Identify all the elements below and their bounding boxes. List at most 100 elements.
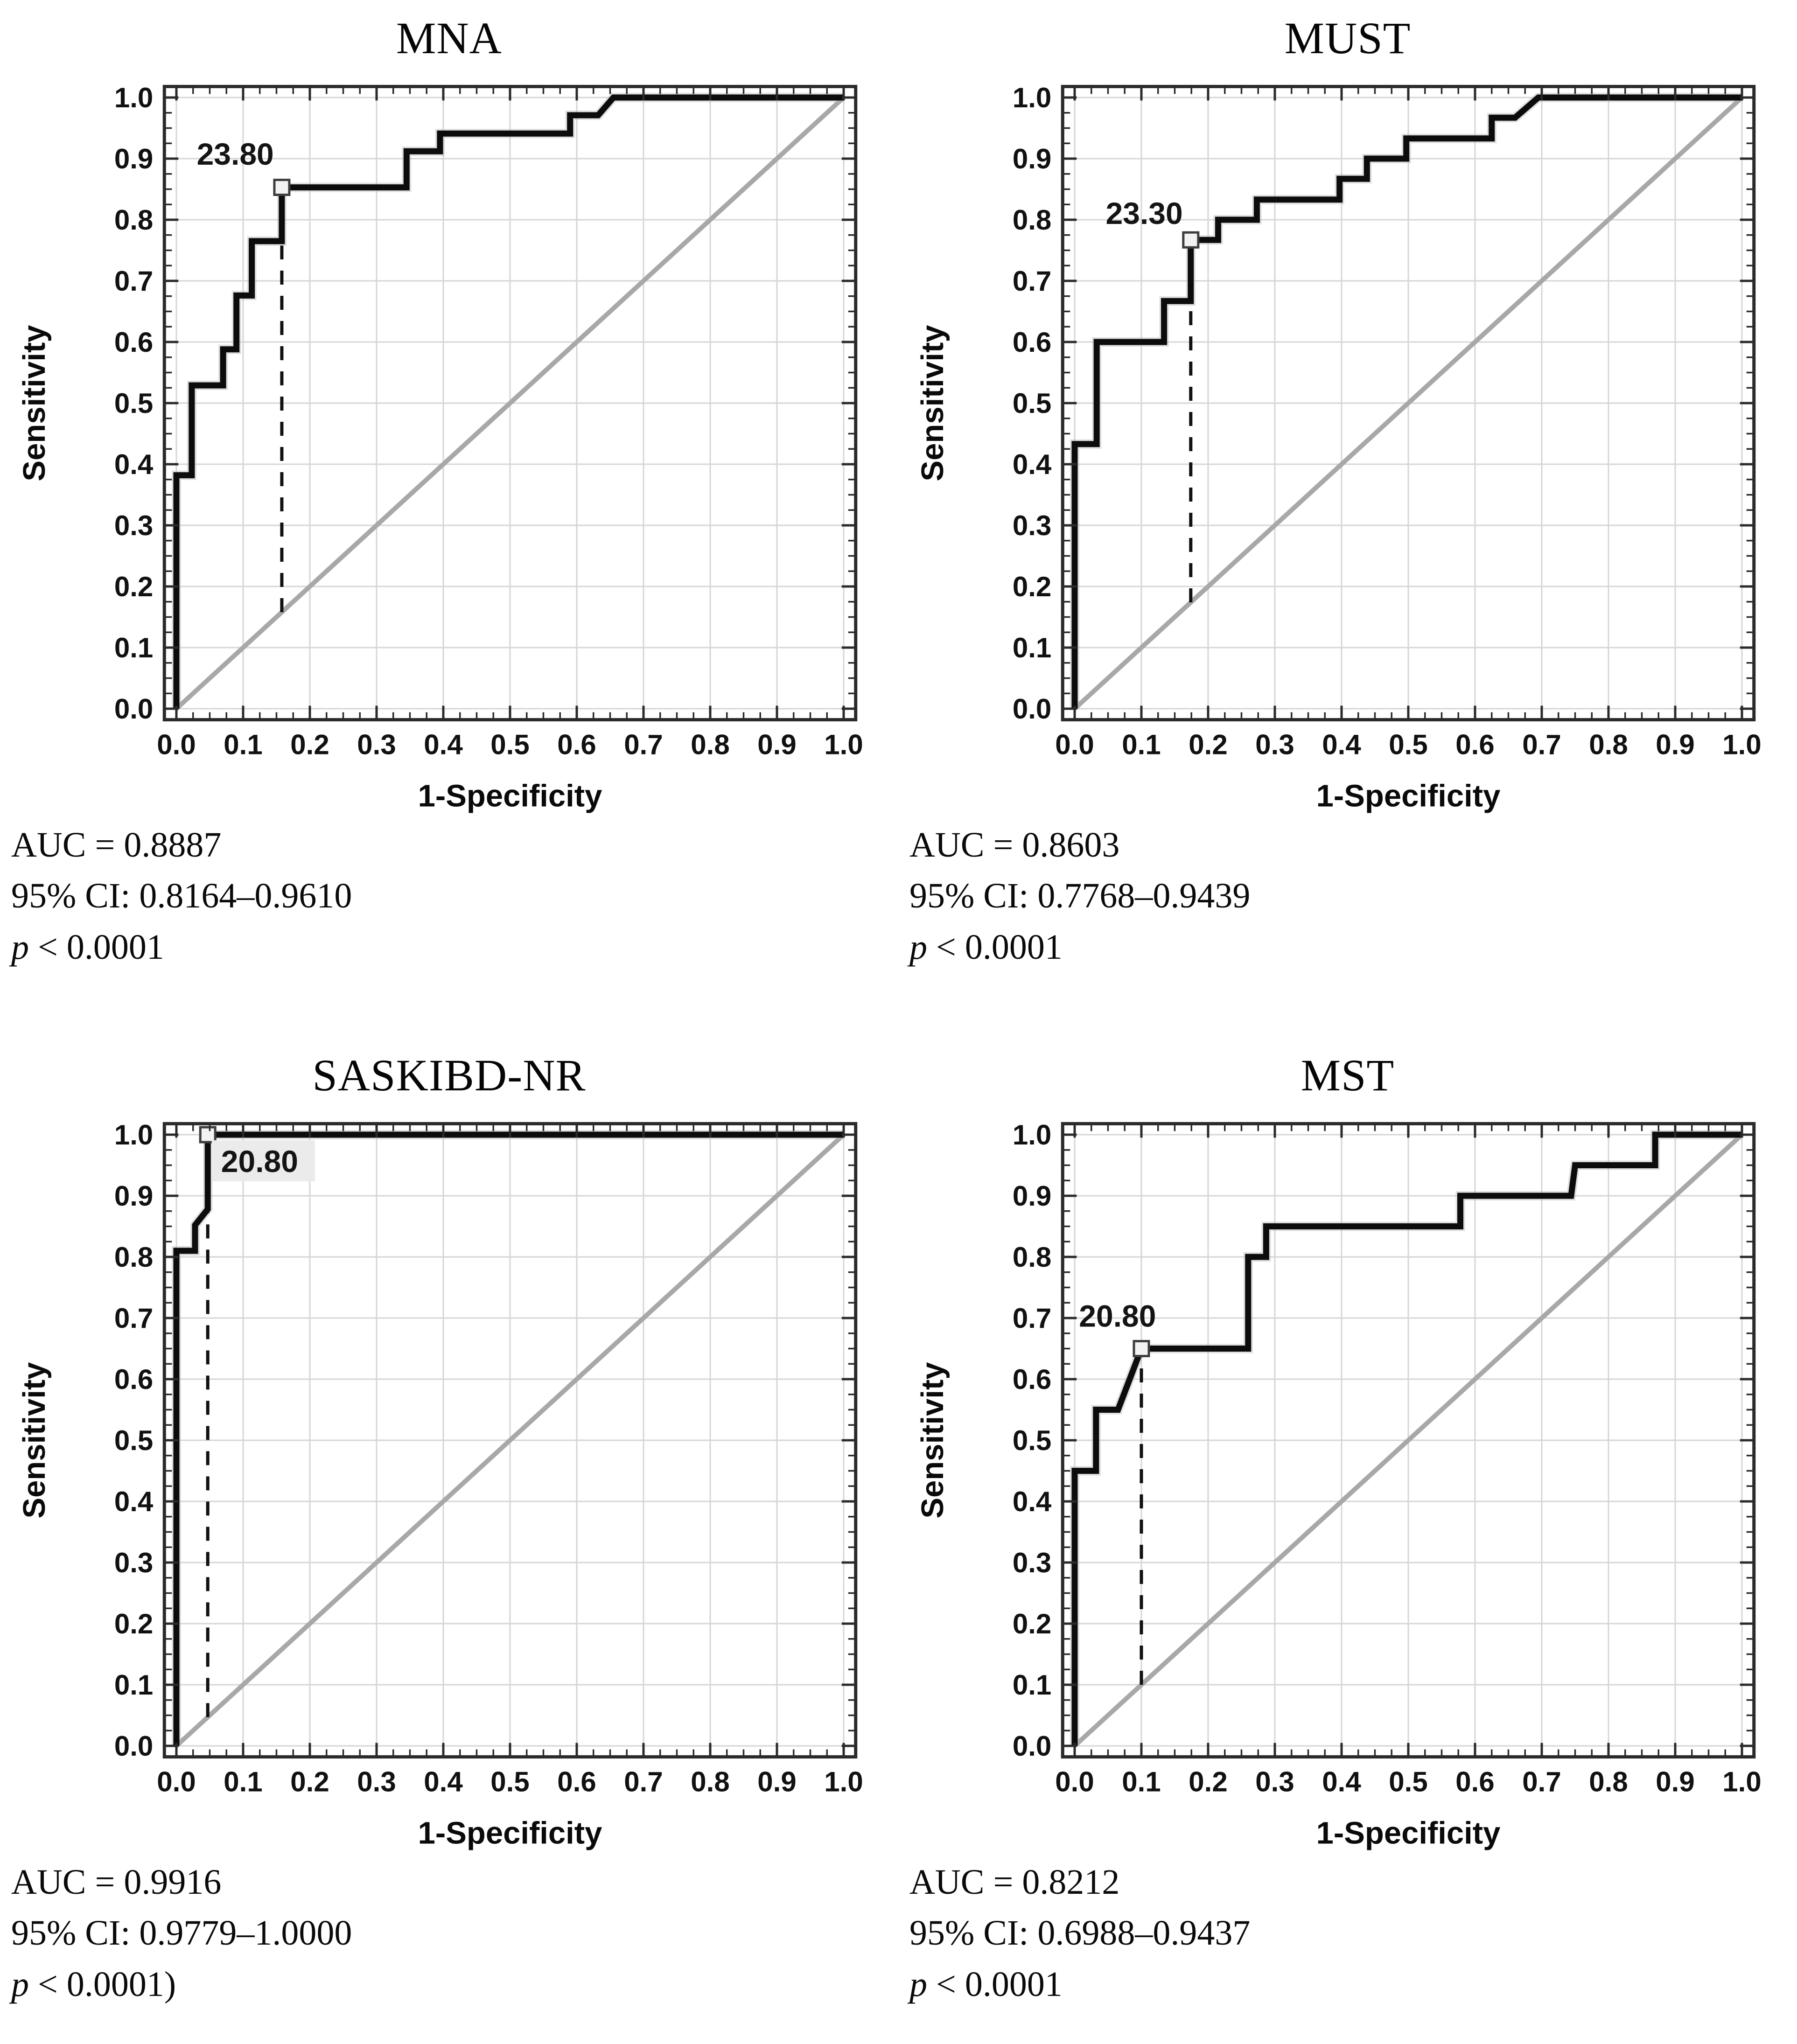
x-tick-label: 0.3 xyxy=(1255,1766,1294,1798)
x-tick-label: 0.2 xyxy=(1189,1766,1227,1798)
x-tick-label: 0.9 xyxy=(757,729,796,760)
y-tick-label: 0.3 xyxy=(114,1547,153,1578)
roc-panel-must: MUST 0.0 0.0 0.1 0.1 0.2 0.2 0.3 0.3 0.4 0.4 0.5 0.… xyxy=(898,0,1797,1024)
x-tick-label: 0.5 xyxy=(490,1766,529,1798)
cutoff-marker xyxy=(199,1126,217,1144)
diagonal-reference-line xyxy=(1073,1133,1744,1748)
y-tick-label: 0.9 xyxy=(1013,1180,1051,1212)
y-tick-label: 0.8 xyxy=(114,204,153,236)
p-value: p < 0.0001 xyxy=(909,922,1797,973)
y-tick-label: 0.3 xyxy=(1013,510,1051,541)
roc-panel-saskibd-nr: SASKIBD-NR 0.0 0.0 0.1 0.1 0.2 0.2 0.3 0.3 0.4 0.… xyxy=(0,1024,898,2044)
y-tick-label: 0.0 xyxy=(1013,1730,1051,1762)
x-tick-label: 0.6 xyxy=(557,1766,596,1798)
x-tick-label: 0.1 xyxy=(1122,1766,1161,1798)
panel-title-saskibd-nr: SASKIBD-NR xyxy=(312,1050,586,1100)
y-tick-label: 0.6 xyxy=(1013,327,1051,358)
stats-block-saskibd-nr: AUC = 0.9916 95% CI: 0.9779–1.0000 p < 0… xyxy=(11,1857,898,2010)
x-axis-label: 1-Specificity xyxy=(1316,1816,1501,1851)
cutoff-label: 23.30 xyxy=(1105,196,1182,230)
y-tick-label: 0.9 xyxy=(114,143,153,174)
x-tick-label: 1.0 xyxy=(824,729,863,760)
y-tick-label: 0.4 xyxy=(114,449,154,480)
y-tick-label: 0.2 xyxy=(114,1608,153,1639)
y-tick-label: 1.0 xyxy=(114,1119,153,1151)
cutoff-marker xyxy=(273,179,291,196)
x-tick-label: 0.8 xyxy=(1589,729,1628,760)
x-tick-label: 0.2 xyxy=(290,1766,329,1798)
y-tick-label: 0.9 xyxy=(1013,143,1051,174)
x-tick-label: 0.6 xyxy=(1455,729,1494,760)
x-tick-label: 0.5 xyxy=(490,729,529,760)
p-threshold: < 0.0001) xyxy=(29,1964,176,2004)
auc-value: AUC = 0.8887 xyxy=(11,825,222,865)
x-tick-label: 0.2 xyxy=(1189,729,1227,760)
diagonal-reference-line xyxy=(1073,96,1744,711)
auc-value: AUC = 0.9916 xyxy=(11,1863,222,1902)
y-tick-label: 0.5 xyxy=(1013,1425,1051,1456)
y-tick-label: 0.8 xyxy=(114,1242,153,1273)
x-tick-label: 0.0 xyxy=(157,1766,196,1798)
x-tick-label: 0.7 xyxy=(1522,729,1561,760)
roc-curve xyxy=(1071,94,1742,709)
x-tick-label: 1.0 xyxy=(1722,1766,1761,1798)
y-tick-label: 0.7 xyxy=(1013,1303,1051,1334)
stats-block-mna: AUC = 0.8887 95% CI: 0.8164–0.9610 p < 0… xyxy=(11,820,898,973)
x-tick-label: 0.9 xyxy=(1656,729,1694,760)
x-tick-label: 1.0 xyxy=(824,1766,863,1798)
y-tick-label: 0.7 xyxy=(1013,265,1051,297)
panel-title-mst: MST xyxy=(1301,1050,1395,1100)
y-tick-label: 0.2 xyxy=(1013,571,1051,602)
y-tick-label: 0.7 xyxy=(114,265,153,297)
p-symbol: p xyxy=(909,1964,927,2004)
y-tick-label: 0.6 xyxy=(114,327,153,358)
p-value: p < 0.0001 xyxy=(11,922,898,973)
x-tick-label: 0.3 xyxy=(1255,729,1294,760)
y-tick-label: 0.5 xyxy=(1013,388,1051,419)
p-value: p < 0.0001 xyxy=(909,1959,1797,2010)
y-tick-label: 0.1 xyxy=(114,632,153,663)
x-axis-label: 1-Specificity xyxy=(1316,779,1501,814)
cutoff-marker xyxy=(1182,231,1200,249)
y-tick-label: 0.9 xyxy=(114,1180,153,1212)
roc-plot-saskibd-nr: 0.00.0 0.1 0.1 0.2 0.2 0.3 0.3 0.4 0.4 0.5 0.5 0.6 0… xyxy=(17,1119,863,1851)
ci-value: 95% CI: 0.6988–0.9437 xyxy=(909,1913,1251,1953)
y-tick-label: 0.0 xyxy=(114,693,153,725)
x-tick-label: 0.4 xyxy=(424,729,463,760)
y-tick-label: 0.3 xyxy=(1013,1547,1051,1578)
p-threshold: < 0.0001 xyxy=(927,927,1063,967)
x-tick-label: 0.4 xyxy=(1322,1766,1361,1798)
x-tick-label: 0.2 xyxy=(290,729,329,760)
y-axis-label: Sensitivity xyxy=(915,325,950,481)
x-tick-label: 0.9 xyxy=(1656,1766,1694,1798)
cutoff-label: 20.80 xyxy=(221,1144,298,1179)
y-tick-label: 0.4 xyxy=(1013,1486,1052,1517)
x-tick-label: 0.5 xyxy=(1389,729,1427,760)
y-tick-label: 0.0 xyxy=(1013,693,1051,725)
y-tick-label: 1.0 xyxy=(1013,1119,1051,1151)
y-tick-label: 0.1 xyxy=(1013,632,1051,663)
p-symbol: p xyxy=(11,927,29,967)
panel-title-mna: MNA xyxy=(396,13,502,63)
x-tick-label: 0.0 xyxy=(1055,729,1094,760)
y-tick-label: 0.6 xyxy=(114,1364,153,1395)
p-threshold: < 0.0001 xyxy=(29,927,164,967)
ci-value: 95% CI: 0.9779–1.0000 xyxy=(11,1913,352,1953)
roc-curve xyxy=(1071,1131,1742,1746)
y-tick-label: 0.8 xyxy=(1013,204,1051,236)
cutoff-marker xyxy=(1133,1340,1150,1357)
y-tick-label: 0.7 xyxy=(114,1303,153,1334)
stats-block-mst: AUC = 0.8212 95% CI: 0.6988–0.9437 p < 0… xyxy=(909,1857,1797,2010)
auc-value: AUC = 0.8212 xyxy=(909,1863,1120,1902)
x-axis-label: 1-Specificity xyxy=(418,779,602,814)
roc-plot-must: 0.00.0 0.1 0.1 0.2 0.2 0.3 0.3 0.4 0.4 0.5 0.5 0.6 0… xyxy=(915,82,1762,814)
y-tick-label: 0.3 xyxy=(114,510,153,541)
roc-panel-mna: MNA 0.0 0.0 0.1 0.1 0.2 0.2 0.3 0.3 0.4 0.4 0.5 0.5… xyxy=(0,0,898,1024)
y-tick-label: 0.5 xyxy=(114,388,153,419)
stats-block-must: AUC = 0.8603 95% CI: 0.7768–0.9439 p < 0… xyxy=(909,820,1797,973)
diagonal-reference-line xyxy=(175,96,846,711)
x-tick-label: 0.6 xyxy=(557,729,596,760)
cutoff-label: 23.80 xyxy=(197,137,274,171)
panel-title-must: MUST xyxy=(1284,13,1411,63)
